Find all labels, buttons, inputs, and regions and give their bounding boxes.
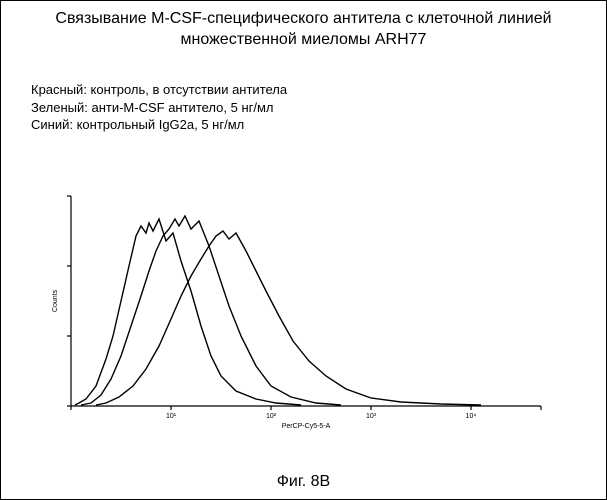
svg-text:10²: 10²: [266, 413, 277, 420]
flow-histogram-chart: 10¹ 10² 10³ 10⁴ Counts PerCP-Cy5-5-A: [41, 181, 561, 431]
figure-caption: Фиг. 8B: [1, 473, 606, 491]
chart-svg: 10¹ 10² 10³ 10⁴ Counts PerCP-Cy5-5-A: [41, 181, 561, 431]
title-line-2: множественной миеломы ARH77: [181, 31, 427, 48]
legend-line-red: Красный: контроль, в отсутствии антитела: [31, 81, 287, 99]
svg-text:10¹: 10¹: [166, 413, 177, 420]
svg-text:10⁴: 10⁴: [466, 413, 477, 420]
svg-text:PerCP-Cy5-5-A: PerCP-Cy5-5-A: [282, 423, 331, 430]
legend-block: Красный: контроль, в отсутствии антитела…: [31, 81, 287, 134]
svg-text:10³: 10³: [366, 413, 377, 420]
legend-line-blue: Синий: контрольный IgG2a, 5 нг/мл: [31, 116, 287, 134]
svg-text:Counts: Counts: [52, 289, 59, 312]
title-line-1: Связывание M-CSF-специфического антитела…: [55, 10, 551, 27]
legend-line-green: Зеленый: анти-M-CSF антитело, 5 нг/мл: [31, 99, 287, 117]
